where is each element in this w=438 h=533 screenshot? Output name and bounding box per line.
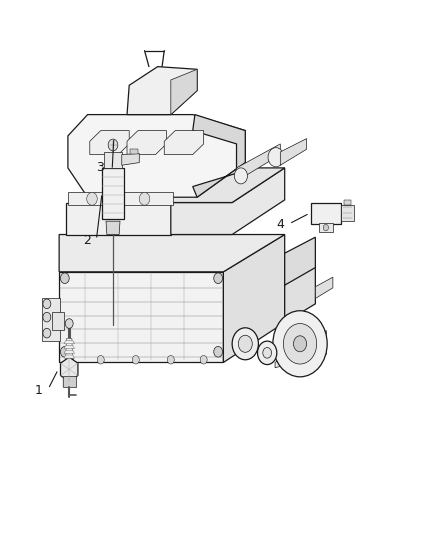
Circle shape [263,348,272,358]
Circle shape [60,346,69,357]
Text: 3: 3 [96,161,104,174]
Circle shape [258,341,277,365]
Circle shape [238,335,252,352]
Polygon shape [275,330,326,368]
Polygon shape [59,235,285,272]
Circle shape [60,273,69,284]
Polygon shape [63,376,76,387]
Circle shape [200,356,207,364]
Polygon shape [90,131,129,155]
Polygon shape [66,338,73,360]
Polygon shape [59,272,223,362]
Polygon shape [164,131,204,155]
Circle shape [43,312,51,322]
Polygon shape [66,203,171,235]
Circle shape [232,328,258,360]
Text: 1: 1 [35,384,42,397]
Circle shape [97,356,104,364]
Polygon shape [341,205,354,221]
Polygon shape [102,168,124,219]
Polygon shape [52,312,64,330]
Polygon shape [280,139,307,165]
Polygon shape [193,115,245,197]
Polygon shape [311,203,341,224]
Circle shape [167,356,174,364]
Polygon shape [315,277,333,298]
Polygon shape [285,237,315,285]
Circle shape [43,299,51,309]
Polygon shape [64,341,74,344]
Polygon shape [64,350,74,353]
Polygon shape [223,235,285,362]
Polygon shape [344,200,351,205]
Circle shape [293,336,307,352]
Circle shape [132,356,139,364]
Circle shape [323,224,328,231]
Polygon shape [68,115,245,197]
Circle shape [139,192,150,205]
Polygon shape [60,357,78,382]
Circle shape [65,319,73,328]
Polygon shape [285,266,315,322]
Circle shape [67,356,74,364]
Polygon shape [171,168,285,235]
Circle shape [214,273,223,284]
Polygon shape [104,152,122,168]
Polygon shape [127,67,197,115]
Text: 2: 2 [83,235,91,247]
Polygon shape [68,192,173,205]
Polygon shape [171,69,197,115]
Polygon shape [106,221,120,235]
Polygon shape [122,154,139,165]
Polygon shape [64,355,74,358]
Polygon shape [130,149,138,154]
Circle shape [108,139,118,151]
Circle shape [273,311,327,377]
Polygon shape [237,144,280,181]
Circle shape [283,324,317,364]
Circle shape [268,148,284,167]
Circle shape [234,168,247,184]
Polygon shape [127,131,166,155]
Circle shape [113,192,124,205]
Polygon shape [171,168,285,203]
Text: 4: 4 [276,219,284,231]
Polygon shape [42,298,60,341]
Circle shape [214,346,223,357]
Circle shape [87,192,97,205]
Polygon shape [319,223,333,232]
Circle shape [43,328,51,338]
Polygon shape [64,345,74,349]
